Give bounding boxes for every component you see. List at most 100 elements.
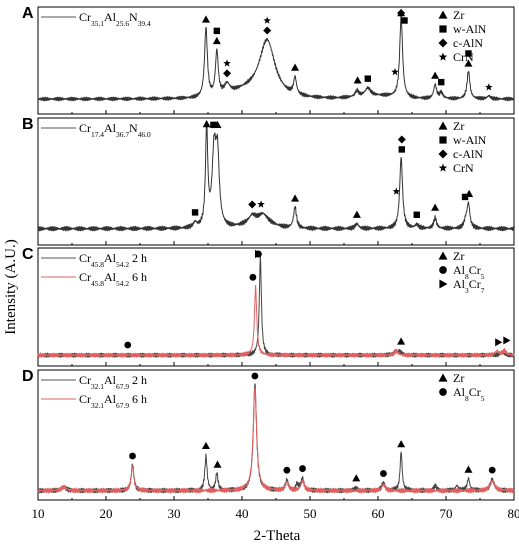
- panel-letter: A: [22, 5, 34, 22]
- peak-circle-marker: [488, 466, 496, 474]
- legend-marker-label: w-AlN: [453, 133, 487, 147]
- legend-square-icon: [439, 136, 447, 144]
- peak-triangle-marker: [431, 203, 440, 211]
- legend-diamond-icon: [438, 38, 448, 48]
- trace-series-1: [37, 13, 515, 102]
- legend-marker-label: Al3Cr7: [453, 277, 485, 295]
- peak-star-marker: [391, 67, 399, 76]
- peak-triangle-marker: [291, 63, 300, 71]
- peak-triangle-marker: [397, 337, 406, 345]
- peak-square-marker: [461, 193, 469, 201]
- peak-circle-marker: [251, 372, 259, 380]
- peak-circle-marker: [283, 466, 291, 474]
- peak-square-marker: [465, 50, 472, 57]
- peak-triangle-marker: [212, 36, 221, 45]
- trace-series-2: [37, 284, 515, 358]
- legend-label: Cr45.8Al54.2 2 h: [79, 251, 147, 269]
- legend-marker-label: Zr: [453, 249, 464, 263]
- peak-triangle-marker: [352, 474, 361, 482]
- peak-triangle-marker: [352, 210, 361, 218]
- x-tick-label: 80: [508, 506, 519, 521]
- peak-square-marker: [210, 121, 217, 129]
- legend-right-triangle-icon: [439, 279, 448, 289]
- legend-marker-label: CrN: [453, 161, 474, 175]
- peak-triangle-marker: [353, 76, 362, 84]
- panel-letter: B: [22, 116, 34, 133]
- legend-label: Cr17.4Al36.7N46.0: [79, 121, 151, 139]
- x-tick-label: 60: [372, 506, 385, 521]
- peak-diamond-marker: [248, 200, 257, 209]
- peak-square-marker: [413, 211, 420, 218]
- peak-circle-marker: [249, 273, 257, 281]
- legend-marker-label: Zr: [453, 371, 464, 385]
- legend-label: Cr35.1Al25.6N39.4: [79, 10, 151, 28]
- peak-square-marker: [213, 27, 221, 35]
- peak-square-marker: [191, 209, 199, 216]
- peak-right-triangle-marker: [503, 336, 511, 345]
- legend-marker-label: Zr: [453, 8, 464, 22]
- peak-triangle-marker: [202, 120, 211, 128]
- peak-circle-marker: [129, 452, 136, 460]
- peak-circle-marker: [124, 341, 132, 349]
- legend-triangle-icon: [438, 251, 448, 260]
- peak-square-marker: [364, 75, 371, 82]
- legend-marker-label: c-AlN: [453, 36, 483, 50]
- peak-triangle-marker: [213, 460, 222, 468]
- x-axis-label: 2-Theta: [254, 528, 301, 544]
- x-tick-label: 10: [32, 506, 45, 521]
- legend-diamond-icon: [438, 149, 448, 159]
- x-tick-label: 30: [168, 506, 181, 521]
- peak-diamond-marker: [397, 135, 406, 144]
- panel-letter: D: [22, 368, 34, 385]
- peak-circle-marker: [380, 470, 387, 477]
- legend-marker-label: c-AlN: [453, 147, 483, 161]
- trace-series-2: [37, 387, 515, 494]
- peak-triangle-marker: [431, 71, 440, 79]
- legend-triangle-icon: [438, 121, 448, 130]
- peak-star-marker: [485, 83, 493, 91]
- peak-square-marker: [401, 17, 408, 24]
- peak-triangle-marker: [201, 441, 210, 450]
- peak-star-marker: [392, 187, 401, 195]
- x-tick-label: 20: [100, 506, 113, 521]
- legend-marker-label: Al8Cr5: [453, 263, 485, 281]
- peak-triangle-marker: [213, 120, 222, 129]
- legend-square-icon: [439, 25, 447, 33]
- panel-letter: C: [22, 246, 34, 263]
- peak-diamond-marker: [263, 26, 272, 35]
- peak-triangle-marker: [465, 189, 474, 198]
- legend-star-icon: [438, 163, 448, 172]
- peak-square-marker: [438, 78, 445, 86]
- legend-marker-label: Al8Cr5: [453, 385, 485, 403]
- peak-triangle-marker: [397, 9, 406, 17]
- peak-square-marker: [398, 146, 405, 153]
- legend-triangle-icon: [438, 373, 448, 382]
- peak-right-triangle-marker: [255, 250, 263, 258]
- y-axis-label: Intensity (A.U.): [3, 239, 19, 334]
- peak-right-triangle-marker: [495, 338, 503, 347]
- legend-star-icon: [438, 52, 448, 61]
- peak-circle-marker: [299, 465, 306, 472]
- peak-triangle-marker: [397, 440, 406, 448]
- peak-triangle-marker: [201, 15, 210, 23]
- legend-label: Cr32.1Al67.9 6 h: [79, 392, 147, 410]
- peak-star-marker: [263, 16, 271, 24]
- legend-marker-label: w-AlN: [453, 22, 487, 36]
- legend-marker-label: Zr: [453, 119, 464, 133]
- legend-label: Cr32.1Al67.9 2 h: [79, 373, 147, 391]
- peak-triangle-marker: [291, 194, 300, 202]
- x-tick-label: 70: [440, 506, 453, 521]
- panel-frame: [37, 247, 515, 367]
- peak-triangle-marker: [464, 59, 473, 67]
- legend-label: Cr45.8Al54.2 6 h: [79, 270, 147, 288]
- legend-triangle-icon: [438, 10, 448, 19]
- peak-star-marker: [223, 59, 231, 67]
- peak-diamond-marker: [223, 69, 232, 78]
- legend-circle-icon: [439, 266, 447, 274]
